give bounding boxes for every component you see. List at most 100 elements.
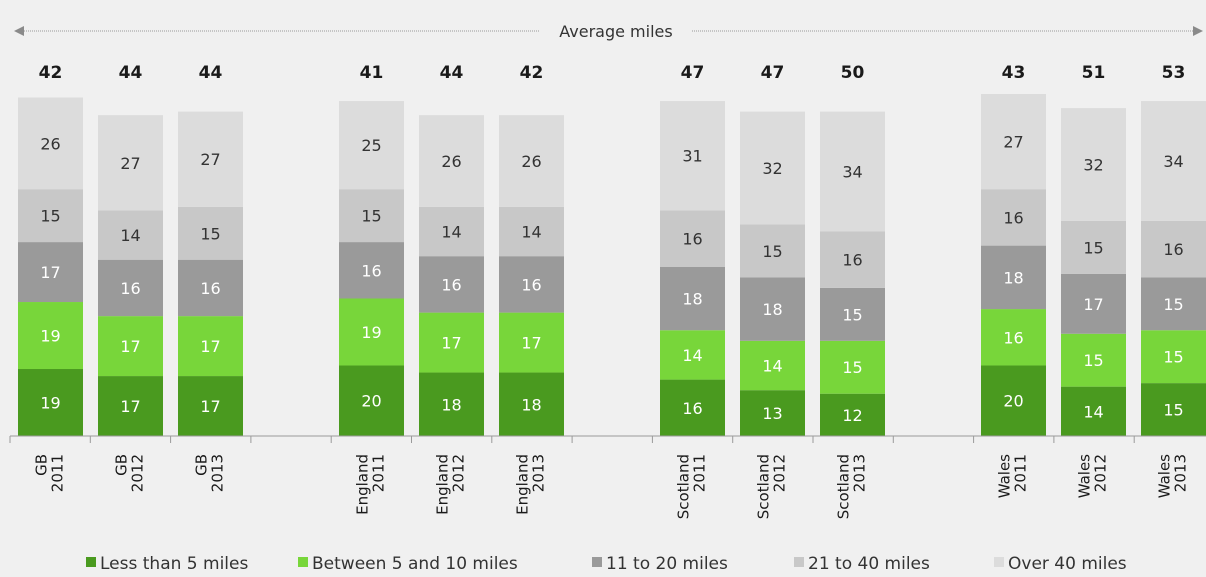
legend-label: 11 to 20 miles — [606, 554, 728, 574]
data-label: 20 — [1003, 392, 1023, 411]
data-label: 15 — [842, 358, 862, 377]
bar-segment — [740, 224, 805, 278]
data-label: 15 — [200, 224, 220, 243]
bar-segment — [178, 111, 243, 207]
data-label: 14 — [1083, 402, 1103, 421]
average-miles-label: 41 — [360, 63, 384, 83]
category-label: Wales — [1076, 454, 1094, 498]
data-label: 27 — [200, 150, 220, 169]
average-miles-label: 44 — [119, 63, 143, 83]
category-label: Wales — [1156, 454, 1174, 498]
bar-segment — [1061, 108, 1126, 221]
bar-segment — [499, 372, 564, 436]
bar-segment — [820, 340, 885, 394]
bar-segment — [1141, 330, 1206, 384]
category-year-label: 2012 — [771, 454, 789, 492]
data-label: 16 — [1163, 240, 1183, 259]
data-label: 16 — [842, 251, 862, 270]
category-year-label: 2012 — [129, 454, 147, 492]
legend-label: Less than 5 miles — [100, 554, 248, 574]
data-label: 34 — [1163, 152, 1183, 171]
data-label: 14 — [762, 356, 782, 375]
arrow-left-icon — [14, 26, 24, 36]
data-label: 18 — [521, 395, 541, 414]
bar-segment — [419, 206, 484, 257]
arrow-right-icon — [1193, 26, 1203, 36]
category-year-label: 2011 — [49, 454, 67, 492]
bar-segment — [660, 266, 725, 331]
category-label: England — [434, 454, 452, 515]
data-label: 19 — [361, 323, 381, 342]
bar-segment — [820, 287, 885, 341]
data-label: 12 — [842, 406, 862, 425]
bar-segment — [981, 189, 1046, 246]
bar-segment — [981, 309, 1046, 366]
average-miles-label: 47 — [761, 63, 785, 83]
category-label: Scotland — [835, 454, 853, 519]
bar-segment — [660, 101, 725, 211]
bar-segment — [740, 340, 805, 391]
average-miles-label: 44 — [199, 63, 223, 83]
bar-segment — [1141, 383, 1206, 436]
category-label: Wales — [996, 454, 1014, 498]
bar-segment — [339, 101, 404, 190]
data-label: 16 — [120, 279, 140, 298]
bar-segment — [178, 259, 243, 317]
legend-label: Over 40 miles — [1008, 554, 1127, 574]
average-miles-label: 43 — [1002, 63, 1026, 83]
bar-segment — [660, 379, 725, 436]
data-label: 16 — [682, 399, 702, 418]
bar-segment — [98, 259, 163, 317]
data-label: 13 — [762, 404, 782, 423]
bar-segment — [499, 115, 564, 207]
category-label: England — [354, 454, 372, 515]
category-year-label: 2011 — [1012, 454, 1030, 492]
data-label: 19 — [40, 327, 60, 346]
bar-segment — [339, 365, 404, 436]
data-label: 16 — [441, 275, 461, 294]
average-miles-label: 47 — [681, 63, 705, 83]
data-label: 14 — [441, 223, 461, 242]
data-label: 18 — [762, 300, 782, 319]
category-year-label: 2012 — [1092, 454, 1110, 492]
data-label: 17 — [120, 337, 140, 356]
data-label: 14 — [521, 223, 541, 242]
data-label: 16 — [1003, 328, 1023, 347]
chart-header-label: Average miles — [559, 22, 672, 41]
data-label: 17 — [200, 397, 220, 416]
bar-segment — [18, 97, 83, 190]
category-label: GB — [113, 454, 131, 476]
legend-swatch — [592, 557, 602, 567]
bar-segment — [18, 369, 83, 436]
legend-swatch — [86, 557, 96, 567]
data-label: 27 — [1003, 133, 1023, 152]
bar-segment — [419, 256, 484, 313]
bar-segment — [98, 115, 163, 211]
bar-segment — [1061, 273, 1126, 334]
category-label: GB — [193, 454, 211, 476]
category-year-label: 2012 — [450, 454, 468, 492]
data-label: 16 — [361, 261, 381, 280]
data-label: 17 — [40, 263, 60, 282]
bar-segment — [499, 206, 564, 257]
bar-segment — [18, 242, 83, 303]
average-miles-label: 42 — [520, 63, 544, 83]
category-label: Scotland — [675, 454, 693, 519]
bar-segment — [740, 277, 805, 341]
data-label: 16 — [1003, 208, 1023, 227]
bar-segment — [98, 316, 163, 377]
bar-segment — [1141, 220, 1206, 278]
data-label: 25 — [361, 136, 381, 155]
data-label: 17 — [441, 334, 461, 353]
data-label: 34 — [842, 163, 862, 182]
bar-segment — [339, 189, 404, 243]
category-year-label: 2011 — [370, 454, 388, 492]
bar-segment — [981, 365, 1046, 436]
data-label: 32 — [762, 159, 782, 178]
data-label: 15 — [1163, 295, 1183, 314]
data-label: 17 — [120, 397, 140, 416]
legend-label: Between 5 and 10 miles — [312, 554, 518, 574]
bar-segment — [419, 372, 484, 436]
data-label: 16 — [200, 279, 220, 298]
data-label: 26 — [40, 134, 60, 153]
